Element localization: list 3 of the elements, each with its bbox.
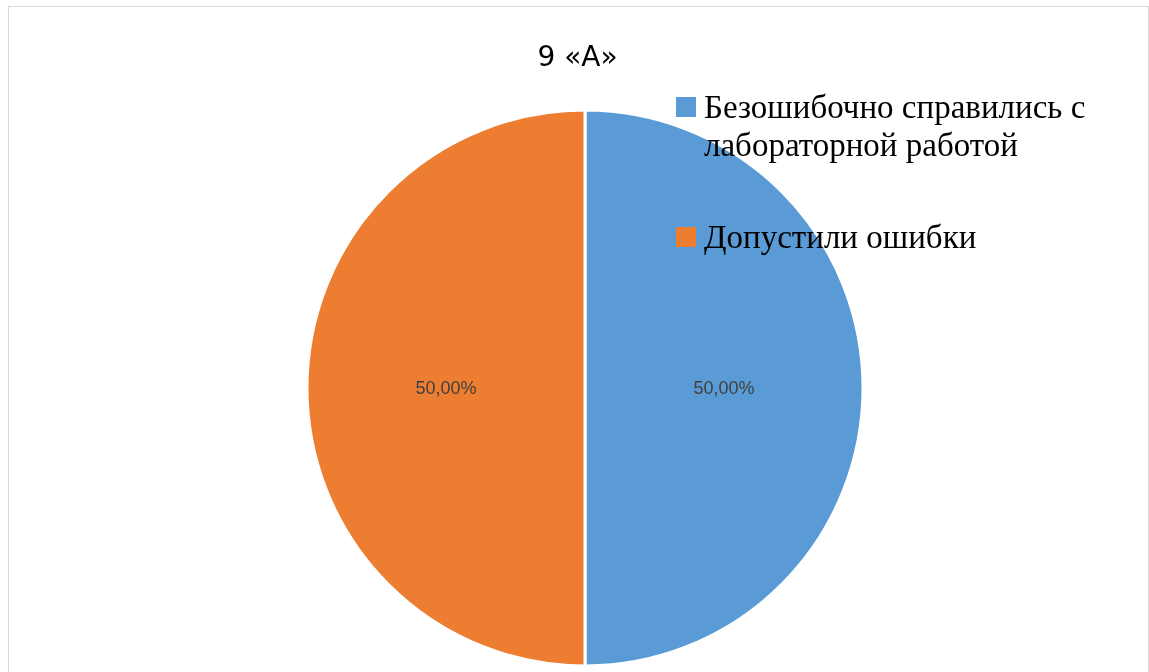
data-label: 50,00% (415, 378, 477, 398)
chart-title: 9 «А» (537, 40, 618, 73)
data-label: 50,00% (693, 378, 755, 398)
